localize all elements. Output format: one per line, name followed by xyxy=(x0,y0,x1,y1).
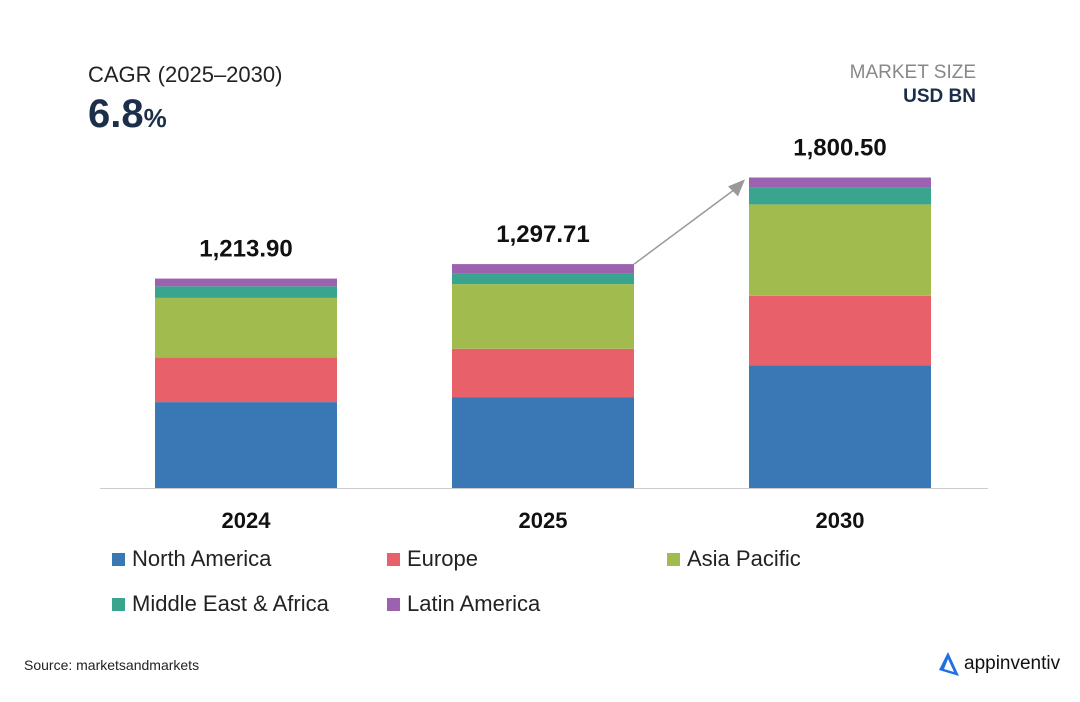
bar-segment-latin-america-2030 xyxy=(749,177,931,188)
bar-segment-asia-pacific-2024 xyxy=(155,297,337,358)
legend-item-asia-pacific: Asia Pacific xyxy=(667,546,801,572)
total-label: 1,800.50 xyxy=(793,134,886,161)
legend-swatch xyxy=(387,597,400,611)
appinventiv-logo-icon xyxy=(939,652,959,676)
bar-segment-asia-pacific-2025 xyxy=(452,284,634,349)
total-label: 1,213.90 xyxy=(199,236,292,263)
legend-label: Europe xyxy=(407,546,478,571)
legend-swatch xyxy=(387,552,400,566)
legend-label: Asia Pacific xyxy=(687,546,801,571)
bar-segment-europe-2030 xyxy=(749,295,931,366)
growth-arrow-head xyxy=(728,179,745,197)
legend-label: Latin America xyxy=(407,591,541,616)
bar-segment-latin-america-2025 xyxy=(452,264,634,274)
bar-segment-north-america-2025 xyxy=(452,397,634,488)
cagr-number: 6.8 xyxy=(88,92,144,136)
legend-swatch xyxy=(112,552,125,566)
x-tick-label: 2030 xyxy=(816,508,865,533)
brand-name: appinventiv xyxy=(964,653,1061,674)
bar-segment-north-america-2024 xyxy=(155,402,337,488)
source-note: Source: marketsandmarkets xyxy=(24,657,200,673)
bar-segment-north-america-2030 xyxy=(749,365,931,488)
bar-segment-middle-east-africa-2030 xyxy=(749,187,931,205)
legend-item-latin-america: Latin America xyxy=(387,591,540,617)
bar-segment-europe-2024 xyxy=(155,357,337,403)
legend-item-north-america: North America xyxy=(112,546,271,572)
growth-arrow-line xyxy=(633,187,737,265)
legend-label: North America xyxy=(132,546,272,571)
legend-item-europe: Europe xyxy=(387,546,478,572)
brand-logo: appinventiv xyxy=(935,650,1060,678)
bar-segment-latin-america-2024 xyxy=(155,278,337,287)
total-label: 1,297.71 xyxy=(496,221,589,248)
bar-segment-middle-east-africa-2025 xyxy=(452,273,634,285)
bar-segment-europe-2025 xyxy=(452,348,634,398)
legend-item-middle-east-africa: Middle East & Africa xyxy=(112,591,329,617)
x-tick-label: 2025 xyxy=(519,508,568,533)
cagr-label: CAGR (2025–2030) xyxy=(88,62,283,87)
bar-segment-asia-pacific-2030 xyxy=(749,204,931,296)
market-size-unit: USD BN xyxy=(903,86,976,107)
legend-swatch xyxy=(667,552,680,566)
cagr-value: 6.8% xyxy=(88,92,167,137)
x-tick-label: 2024 xyxy=(222,508,272,533)
legend-label: Middle East & Africa xyxy=(132,591,329,616)
bar-segment-middle-east-africa-2024 xyxy=(155,286,337,298)
cagr-unit: % xyxy=(143,103,167,133)
market-size-label: MARKET SIZE xyxy=(849,62,976,83)
legend-swatch xyxy=(112,597,125,611)
